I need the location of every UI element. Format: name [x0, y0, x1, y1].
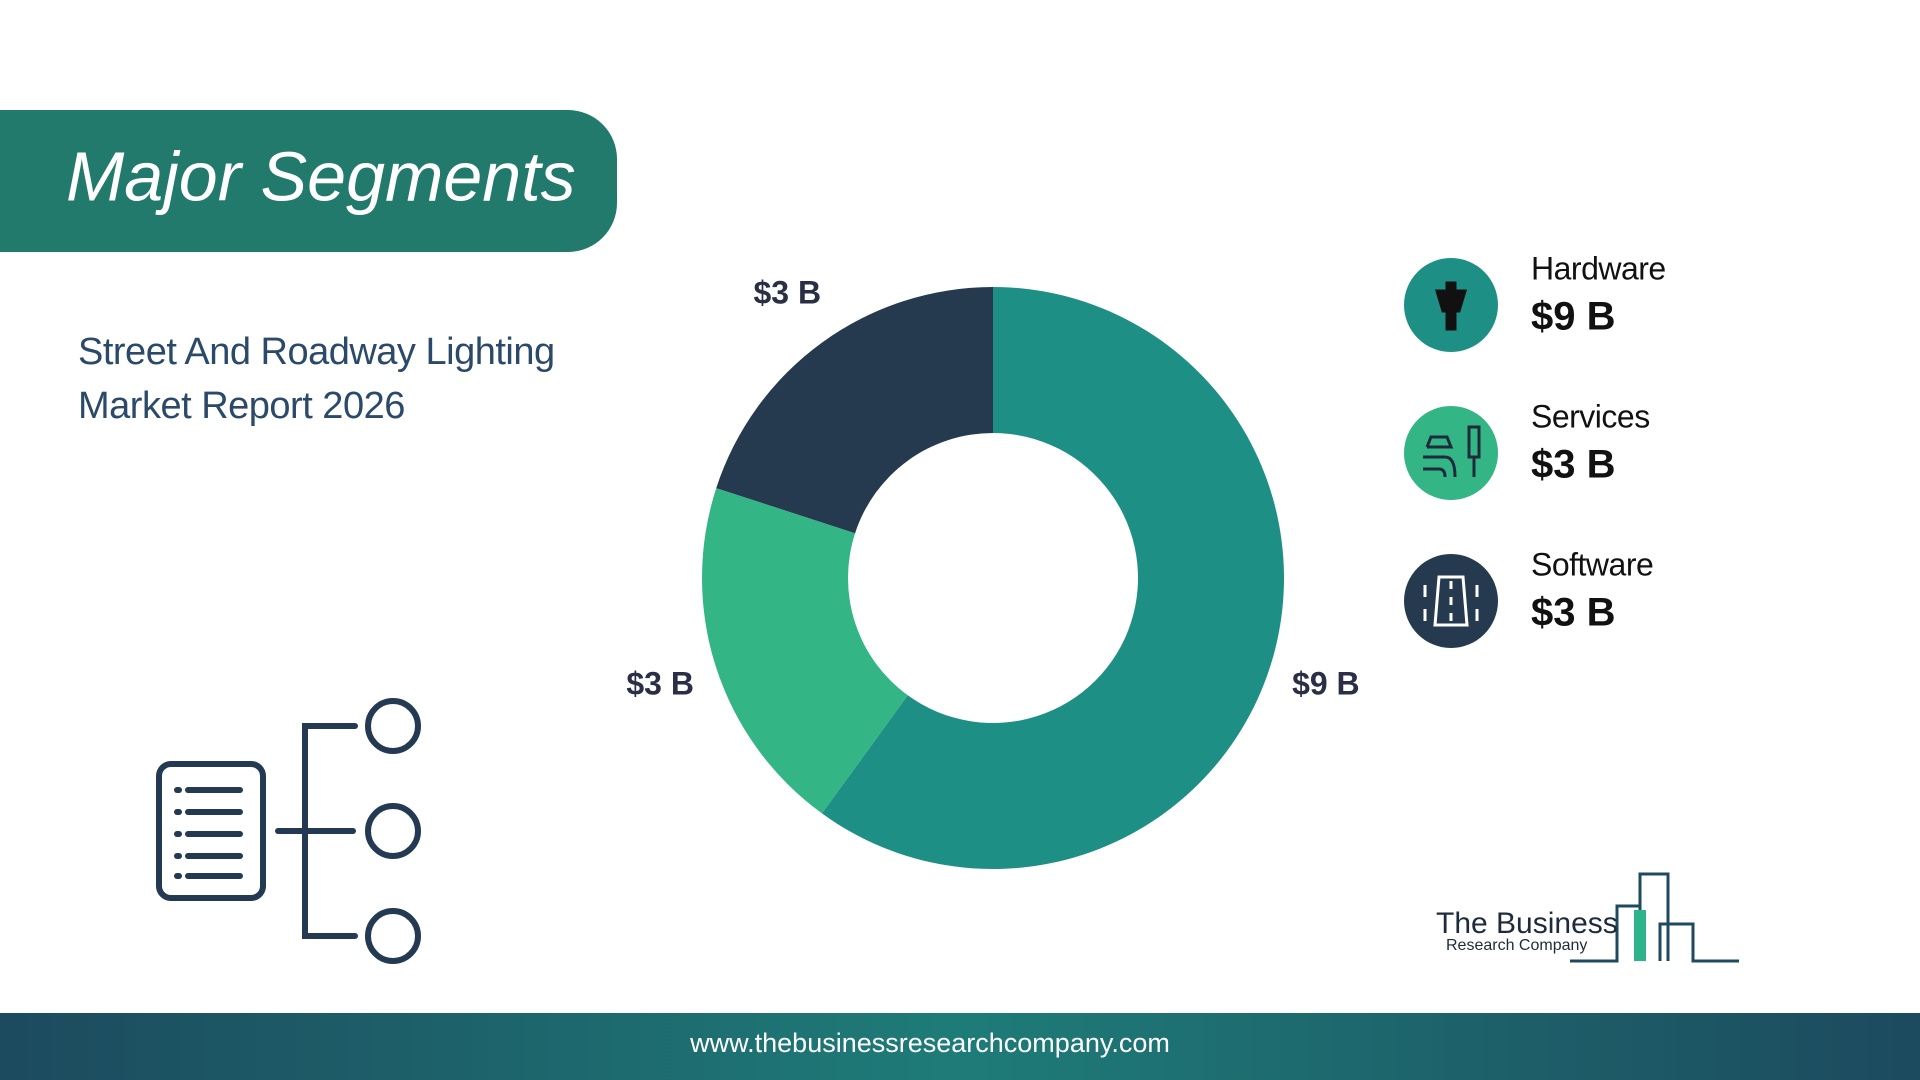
logo-line1: The Business	[1436, 907, 1618, 940]
legend-glyph	[1423, 575, 1479, 627]
subtitle-box: Street And Roadway Lighting Market Repor…	[78, 331, 555, 427]
glyph	[1423, 575, 1479, 627]
legend-value: $9 B	[1531, 295, 1616, 339]
glyph	[1434, 281, 1468, 331]
legend-value: $3 B	[1531, 443, 1616, 487]
legend-glyph	[1434, 281, 1468, 331]
glyph	[1423, 425, 1481, 478]
donut-slice	[716, 287, 993, 534]
footer	[0, 1013, 1920, 1080]
donut-slice	[821, 287, 1284, 870]
legend-name: Software	[1531, 546, 1653, 582]
data-label: $3 B	[626, 666, 694, 702]
subtitle: Street And Roadway Lighting Market Repor…	[78, 331, 555, 427]
data-label: $9 B	[1292, 666, 1360, 702]
footer-url: www.thebusinessresearchcompany.com	[689, 1028, 1170, 1058]
data-label: $3 B	[753, 274, 821, 310]
logo-bar	[1634, 910, 1646, 961]
segments-icon	[156, 698, 421, 964]
legend-name: Hardware	[1531, 250, 1666, 286]
logo-line2: Research Company	[1446, 937, 1587, 954]
title-banner	[0, 110, 617, 252]
donut-slice	[702, 488, 908, 814]
legend-name: Services	[1531, 398, 1650, 434]
title: Major Segments	[66, 137, 576, 215]
legend-glyph	[1423, 425, 1481, 478]
legend-icon	[1404, 406, 1498, 500]
logo: The Business Research Company	[1436, 872, 1739, 963]
legend-value: $3 B	[1531, 591, 1616, 635]
